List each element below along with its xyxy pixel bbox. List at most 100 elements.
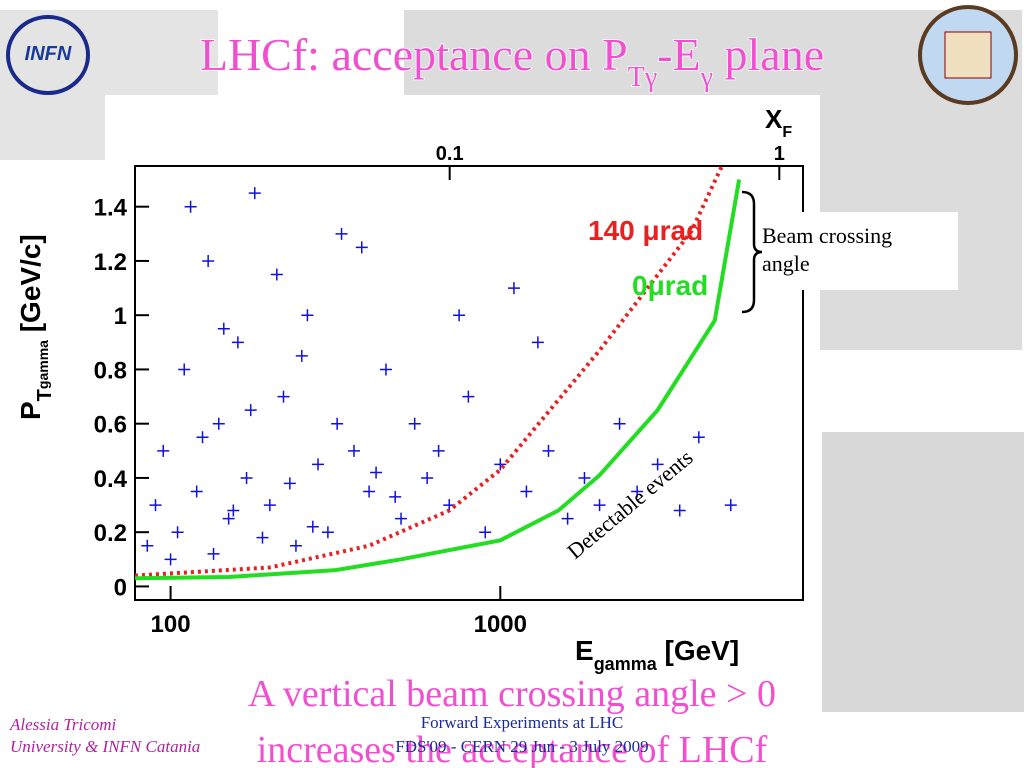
point (141, 539, 154, 552)
affiliation: University & INFN Catania (10, 737, 200, 756)
label-part: γ (700, 62, 713, 93)
y-tick-label: 0.2 (94, 520, 127, 547)
point (520, 485, 533, 498)
point (207, 547, 220, 560)
point (631, 485, 644, 498)
point (248, 187, 261, 200)
annotation-line: Beam crossing (762, 223, 892, 248)
logo: INFN (25, 43, 72, 65)
point (277, 390, 290, 403)
point (149, 499, 162, 512)
plot-frame (134, 165, 804, 601)
annotation: Beam crossing angle (762, 223, 892, 276)
point (408, 417, 421, 430)
point (348, 444, 361, 457)
venue: FDS'09 - CERN 29 Jun - 3 July 2009 (395, 737, 648, 756)
point (184, 200, 197, 213)
point (157, 444, 170, 457)
point (256, 531, 269, 544)
label-part: X (765, 104, 783, 134)
point (190, 485, 203, 498)
point (370, 466, 383, 479)
point (217, 322, 230, 335)
y-tick-label: 0.4 (94, 466, 128, 493)
point (289, 539, 302, 552)
point (240, 471, 253, 484)
point (321, 526, 334, 539)
point (171, 526, 184, 539)
point (479, 526, 492, 539)
event: Forward Experiments at LHC (421, 713, 624, 732)
label-part: [GeV] (657, 635, 739, 666)
chart: 0 0.2 0.4 0.6 0.8 1 1.2 1.4 100 1000 0.1 1 140 μrad 0… (94, 143, 785, 638)
conclusion: A vertical beam crossing angle > 0 (248, 673, 776, 715)
point (494, 458, 507, 471)
label-part: LHCf: acceptance on P (200, 29, 628, 80)
point (593, 499, 606, 512)
x-tick-label: 100 (151, 611, 191, 638)
point (578, 471, 591, 484)
point (295, 349, 308, 362)
slide-title: LHCf: acceptance on PTγ-Eγ plane (200, 29, 824, 93)
point (651, 458, 664, 471)
x2-axis-label: XF (765, 104, 792, 141)
y-tick-label: 0.8 (94, 357, 127, 384)
series-label: 0μrad (632, 270, 708, 301)
x2-tick-label: 0.1 (436, 143, 464, 165)
conclusion: increases the acceptance of LHCf (257, 729, 768, 768)
label-part: -E (657, 29, 700, 80)
point (724, 499, 737, 512)
point (306, 520, 319, 533)
point (164, 553, 177, 566)
y-tick-label: 1 (114, 303, 127, 330)
label-part: plane (713, 29, 824, 80)
point (395, 512, 408, 525)
label-part: F (782, 124, 792, 141)
point (355, 241, 368, 254)
point (331, 417, 344, 430)
point (231, 336, 244, 349)
x-axis-label: Egamma [GeV] (575, 635, 739, 674)
point (542, 444, 555, 457)
label-part: gamma (35, 340, 51, 389)
point (379, 363, 392, 376)
point (212, 417, 225, 430)
point (531, 336, 544, 349)
label-part: P (15, 401, 46, 420)
point (613, 417, 626, 430)
label-part: gamma (594, 654, 658, 674)
label-part: T (34, 389, 56, 401)
point (462, 390, 475, 403)
plot-panel (105, 95, 820, 665)
point (421, 471, 434, 484)
point (561, 512, 574, 525)
point (507, 282, 520, 295)
point (227, 504, 240, 517)
point (301, 309, 314, 322)
y-tick-label: 0.6 (94, 412, 127, 439)
bg-image (822, 432, 1024, 712)
point (222, 512, 235, 525)
point (178, 363, 191, 376)
label-part: E (575, 635, 594, 666)
y-tick-label: 0 (114, 574, 127, 601)
point (312, 458, 325, 471)
author: Alessia Tricomi (9, 715, 117, 734)
point (270, 268, 283, 281)
annotation-line: angle (762, 251, 810, 276)
x-tick-label: 1000 (474, 611, 527, 638)
point (389, 490, 402, 503)
logo-ring (6, 15, 90, 95)
x2-tick-label: 1 (774, 143, 785, 165)
series-label: 140 μrad (588, 215, 703, 246)
curve (134, 179, 742, 581)
label-part: Tγ (628, 62, 657, 93)
point (263, 499, 276, 512)
seal-shield (944, 31, 992, 79)
point (692, 431, 705, 444)
point (283, 477, 296, 490)
point (432, 444, 445, 457)
y-tick-label: 1.4 (94, 195, 128, 222)
label-part: [GeV/c] (15, 234, 46, 340)
